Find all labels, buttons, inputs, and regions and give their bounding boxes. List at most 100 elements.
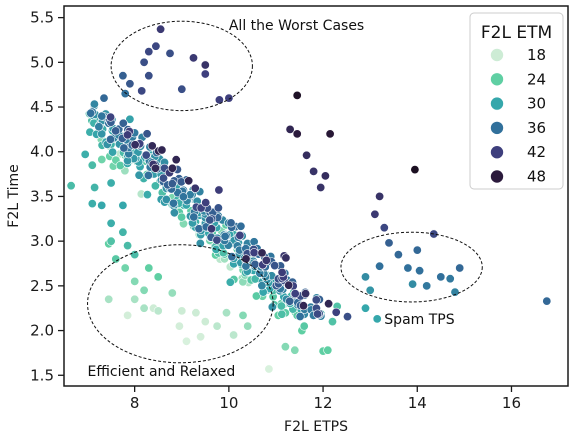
data-point (107, 179, 115, 187)
data-point (166, 49, 174, 57)
data-point (415, 267, 423, 275)
data-point (278, 310, 286, 318)
data-point (404, 264, 412, 272)
data-point (385, 239, 393, 247)
data-point (413, 246, 421, 254)
data-point (185, 177, 193, 185)
legend-marker (491, 73, 504, 86)
data-point (262, 256, 270, 264)
data-point (95, 123, 103, 131)
data-point (215, 186, 223, 194)
data-point (300, 322, 308, 330)
y-tick-label: 2.5 (30, 277, 54, 295)
annotation-label: Efficient and Relaxed (88, 364, 236, 380)
data-point (98, 155, 106, 163)
legend-label: 18 (527, 46, 546, 64)
data-point (119, 228, 127, 236)
data-point (312, 296, 320, 304)
data-point (112, 127, 120, 135)
data-point (411, 165, 419, 173)
data-point (221, 232, 229, 240)
data-point (291, 289, 299, 297)
data-point (88, 199, 96, 207)
legend: F2L ETM 18 24 30 36 42 48 (470, 13, 563, 189)
data-point (144, 171, 152, 179)
data-point (285, 281, 293, 289)
data-point (236, 231, 244, 239)
data-point (131, 295, 139, 303)
y-tick-label: 4.5 (30, 98, 54, 116)
legend-marker (491, 121, 504, 134)
legend-label: 42 (527, 143, 546, 161)
data-point (178, 85, 186, 93)
data-point (375, 262, 383, 270)
data-point (140, 286, 148, 294)
data-point (107, 219, 115, 227)
data-point (126, 80, 134, 88)
data-point (543, 297, 551, 305)
data-point (326, 130, 334, 138)
y-tick-label: 2.0 (30, 322, 54, 340)
data-point (375, 192, 383, 200)
data-point (213, 236, 221, 244)
annotation-label: Spam TPS (384, 312, 454, 328)
data-point (293, 130, 301, 138)
data-point (140, 304, 148, 312)
data-point (361, 304, 369, 312)
data-point (286, 297, 294, 305)
data-point (222, 309, 230, 317)
data-point (313, 310, 321, 318)
data-point (201, 70, 209, 78)
data-point (293, 91, 301, 99)
data-point (226, 278, 234, 286)
legend-label: 24 (527, 70, 546, 88)
legend-marker (491, 146, 504, 159)
data-point (142, 151, 150, 159)
data-point (119, 72, 127, 80)
data-point (120, 144, 128, 152)
x-tick-label: 10 (219, 394, 238, 412)
x-axis: 8 10 12 14 16 (130, 386, 521, 412)
data-point (437, 273, 445, 281)
data-point (123, 311, 131, 319)
data-point (123, 241, 131, 249)
data-point (168, 164, 176, 172)
data-point (81, 150, 89, 158)
legend-label: 36 (527, 119, 546, 137)
data-point (145, 47, 153, 55)
data-point (206, 216, 214, 224)
data-point (123, 131, 131, 139)
data-point (192, 309, 200, 317)
legend-title: F2L ETM (481, 23, 552, 43)
data-point (156, 25, 164, 33)
data-point (446, 275, 454, 283)
x-axis-label: F2L ETPS (284, 419, 348, 435)
data-point (229, 331, 237, 339)
data-point (154, 307, 162, 315)
data-point (332, 308, 340, 316)
data-point (151, 164, 159, 172)
data-point (131, 250, 139, 258)
data-point (196, 333, 204, 341)
legend-marker (491, 97, 504, 110)
data-point (324, 346, 332, 354)
data-point (251, 260, 259, 268)
data-point (175, 322, 183, 330)
data-point (328, 317, 336, 325)
y-axis: 1.5 2.0 2.5 3.0 3.5 4.0 4.5 5.0 5.5 (30, 9, 64, 385)
data-point (423, 282, 431, 290)
data-point (456, 264, 464, 272)
data-point (299, 302, 307, 310)
data-point (207, 225, 215, 233)
data-point (190, 213, 198, 221)
data-point (271, 261, 279, 269)
data-point (121, 264, 129, 272)
data-point (408, 280, 416, 288)
data-point (373, 315, 381, 323)
data-point (213, 322, 221, 330)
data-point (98, 201, 106, 209)
data-point (214, 204, 222, 212)
data-point (145, 264, 153, 272)
legend-marker (491, 170, 504, 183)
data-point (237, 222, 245, 230)
